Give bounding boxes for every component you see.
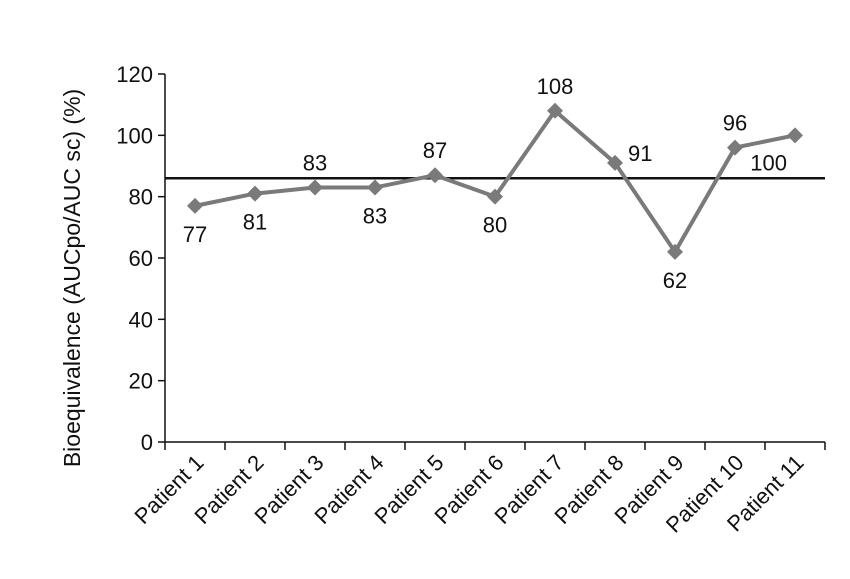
y-axis-title: Bioequivalence (AUCpo/AUC sc) (%) <box>59 89 85 467</box>
data-point <box>667 243 683 260</box>
data-point <box>727 139 743 156</box>
data-label: 91 <box>628 141 652 166</box>
data-label: 62 <box>663 268 687 293</box>
data-label: 80 <box>483 213 507 238</box>
y-tick-label: 0 <box>141 430 153 455</box>
data-label: 108 <box>537 74 574 99</box>
data-point <box>787 127 803 144</box>
data-point <box>367 179 383 196</box>
data-point <box>607 154 623 171</box>
data-label: 83 <box>303 150 327 175</box>
data-point <box>427 167 443 184</box>
data-point <box>547 102 563 119</box>
y-tick-label: 100 <box>116 123 153 148</box>
y-tick-label: 20 <box>129 369 153 394</box>
series-group <box>187 102 803 260</box>
data-label: 100 <box>750 150 787 175</box>
data-label: 81 <box>243 210 267 235</box>
data-label: 87 <box>423 138 447 163</box>
y-axis: 0 20 40 60 80 100 120 <box>116 62 166 455</box>
data-point <box>487 188 503 205</box>
data-label: 83 <box>363 203 387 228</box>
data-label: 77 <box>183 222 207 247</box>
data-point <box>307 179 323 196</box>
data-label: 96 <box>723 111 747 136</box>
data-point <box>187 197 203 214</box>
y-tick-label: 60 <box>129 246 153 271</box>
data-point <box>247 185 263 202</box>
y-tick-label: 40 <box>129 307 153 332</box>
y-tick-label: 80 <box>129 185 153 210</box>
y-tick-label: 120 <box>116 62 153 87</box>
